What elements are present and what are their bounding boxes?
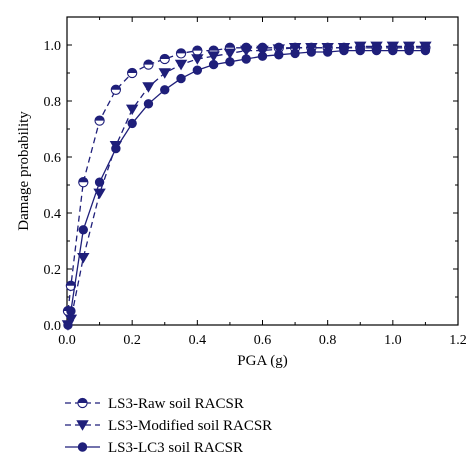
data-point — [78, 177, 89, 188]
series-1 — [62, 42, 431, 317]
marker-fill — [94, 116, 105, 121]
y-tick-label: 0.0 — [44, 319, 62, 334]
data-point — [65, 280, 77, 291]
data-point — [125, 104, 139, 116]
marker-fill — [176, 48, 186, 54]
x-tick-label: 1.0 — [384, 333, 402, 348]
legend-label: LS3-Modified soil RACSR — [108, 418, 272, 434]
data-point — [63, 320, 73, 330]
data-point — [192, 45, 203, 56]
data-point — [191, 54, 204, 65]
data-point — [240, 45, 253, 57]
data-point — [290, 48, 300, 59]
marker-fill — [77, 398, 88, 403]
data-point — [288, 43, 302, 54]
series-3 — [63, 45, 431, 330]
marker-fill — [225, 43, 235, 48]
marker-fill — [78, 177, 88, 183]
data-point — [111, 143, 121, 154]
x-tick-label: 1.2 — [449, 333, 467, 348]
x-tick-label: 0.8 — [319, 333, 337, 348]
legend-marker — [76, 420, 89, 431]
data-point — [77, 253, 90, 264]
legend-marker — [77, 442, 88, 452]
marker-fill — [143, 60, 154, 65]
x-tick-label: 0.6 — [254, 333, 272, 348]
marker-fill — [192, 46, 202, 51]
data-point — [241, 54, 251, 64]
data-point — [143, 99, 154, 109]
data-point — [272, 44, 285, 55]
y-tick-label: 1.0 — [44, 39, 62, 54]
legend: LS3-Raw soil RACSR LS3-Modified soil RACS… — [65, 396, 272, 456]
legend-label: LS3-Raw soil RACSR — [108, 396, 244, 412]
series-line — [67, 45, 426, 326]
marker-fill — [127, 68, 137, 73]
data-point — [256, 45, 269, 57]
data-point — [158, 68, 171, 79]
marker-fill — [209, 46, 219, 51]
legend-marker — [77, 397, 88, 409]
y-axis-label: Damage probability — [16, 111, 32, 231]
marker-fill — [66, 281, 76, 286]
data-point — [371, 45, 382, 56]
y-tick-label: 0.4 — [44, 207, 62, 222]
data-point — [159, 53, 170, 65]
data-point — [94, 115, 105, 126]
plot-frame — [66, 16, 459, 326]
data-point — [207, 51, 220, 62]
y-tick-label: 0.2 — [44, 263, 62, 278]
data-point — [142, 82, 155, 93]
data-point — [208, 59, 219, 70]
x-tick-label: 0.2 — [123, 333, 141, 348]
data-point — [110, 84, 122, 95]
y-tick-label: 0.6 — [44, 151, 62, 166]
data-point — [420, 45, 431, 56]
marker-fill — [160, 54, 170, 59]
data-point — [223, 48, 237, 60]
x-axis-label: PGA (g) — [237, 353, 287, 369]
data-point — [388, 45, 398, 56]
y-tick-label: 0.8 — [44, 95, 62, 110]
data-point — [78, 225, 88, 235]
x-tick-label: 0.4 — [189, 333, 207, 348]
legend-label: LS3-LC3 soil RACSR — [108, 440, 243, 456]
data-point — [176, 73, 186, 84]
data-point — [143, 59, 154, 70]
series-line — [67, 49, 426, 326]
data-point — [225, 57, 235, 67]
x-tick-label: 0.0 — [58, 333, 76, 348]
data-point — [257, 51, 268, 61]
data-point — [355, 45, 365, 56]
marker-fill — [111, 85, 121, 90]
data-point — [322, 47, 333, 57]
data-point — [160, 85, 170, 95]
data-point — [66, 306, 76, 316]
data-point — [192, 65, 203, 75]
data-point — [404, 45, 414, 56]
series-line — [67, 47, 426, 312]
data-point — [174, 59, 188, 71]
data-point — [306, 47, 317, 57]
data-point — [339, 45, 349, 56]
data-point — [127, 118, 137, 129]
data-point — [274, 50, 284, 60]
data-point — [127, 67, 138, 79]
data-point — [94, 177, 105, 187]
data-point — [175, 48, 187, 59]
